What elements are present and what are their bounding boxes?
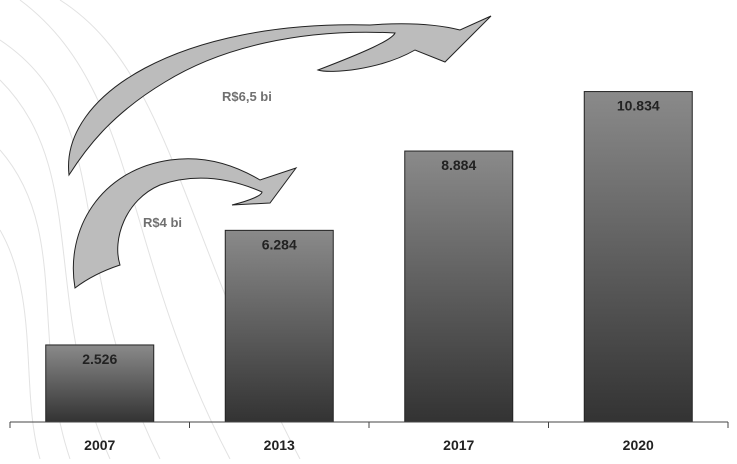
bars-group: 2.526 6.284 8.884 10.834 xyxy=(45,91,693,423)
x-tick-label-2007: 2007 xyxy=(84,437,115,453)
bar-value-label-2007: 2.526 xyxy=(82,351,117,367)
x-axis-ticks xyxy=(9,422,729,428)
annotation-r4bi-label: R$4 bi xyxy=(143,215,182,230)
x-axis-tick-labels: 2007 2013 2017 2020 xyxy=(84,437,654,453)
annotation-r6-5bi-label: R$6,5 bi xyxy=(222,89,272,104)
x-tick-label-2020: 2020 xyxy=(623,437,654,453)
x-tick-label-2017: 2017 xyxy=(443,437,474,453)
bar-2013 xyxy=(224,229,334,423)
arrow-r4bi xyxy=(72,158,298,289)
x-tick-label-2013: 2013 xyxy=(264,437,295,453)
bar-2017 xyxy=(404,150,514,423)
bar-value-label-2017: 8.884 xyxy=(441,157,476,173)
bar-2020 xyxy=(583,91,693,423)
arrow-r6-5bi xyxy=(68,15,492,177)
bar-value-label-2020: 10.834 xyxy=(617,98,660,114)
bar-value-label-2013: 6.284 xyxy=(262,236,297,252)
